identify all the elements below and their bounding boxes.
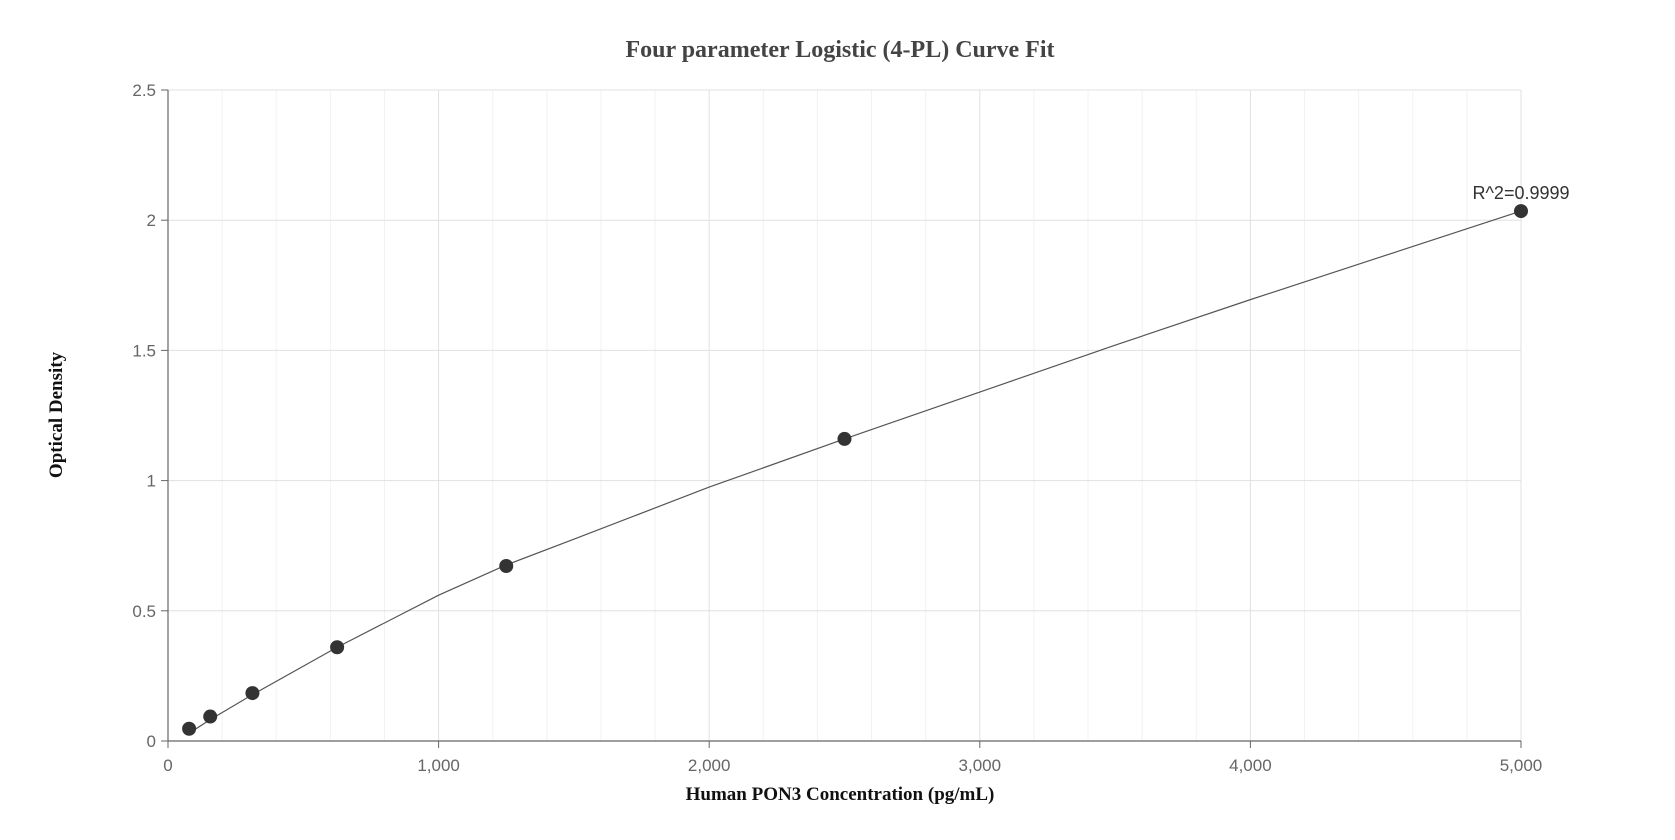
x-tick-label: 4,000 — [1229, 756, 1272, 775]
major-gridlines — [168, 89, 1522, 741]
y-tick-label: 0.5 — [132, 602, 156, 621]
y-tick-label: 2 — [147, 211, 156, 230]
data-point — [330, 640, 345, 655]
x-tick-label: 0 — [163, 756, 172, 775]
data-point — [182, 721, 197, 736]
y-tick-label: 1.5 — [132, 341, 156, 360]
x-tick-label: 5,000 — [1500, 756, 1543, 775]
x-axis-title: Human PON3 Concentration (pg/mL) — [686, 784, 995, 805]
y-axis-title: Optical Density — [46, 351, 67, 478]
data-point — [499, 559, 514, 574]
chart-title: Four parameter Logistic (4-PL) Curve Fit — [625, 37, 1054, 63]
y-tick-label: 0 — [147, 732, 156, 751]
x-tick-label: 1,000 — [417, 756, 460, 775]
data-point — [245, 686, 260, 701]
data-point — [1514, 204, 1528, 219]
y-axis-ticks: 0 0.5 1 1.5 2 2.5 — [132, 81, 168, 751]
data-point — [837, 431, 852, 446]
minor-gridlines — [221, 90, 1468, 741]
data-points — [182, 204, 1528, 736]
fit-curve-line — [188, 210, 1522, 734]
x-axis-ticks: 0 1,000 2,000 3,000 4,000 5,000 — [163, 741, 1542, 775]
r-squared-annotation: R^2=0.9999 — [1472, 183, 1569, 203]
x-tick-label: 3,000 — [959, 756, 1002, 775]
data-point — [203, 709, 218, 724]
x-tick-label: 2,000 — [688, 756, 731, 775]
y-tick-label: 2.5 — [132, 81, 156, 100]
y-tick-label: 1 — [147, 472, 156, 491]
